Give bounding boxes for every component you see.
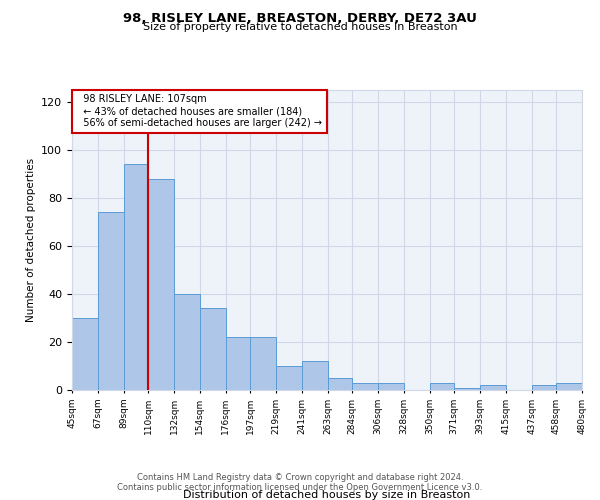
Bar bbox=[72, 318, 98, 390]
Bar bbox=[430, 383, 454, 390]
Bar bbox=[226, 337, 250, 390]
Bar bbox=[98, 212, 124, 390]
Bar bbox=[148, 179, 174, 390]
Bar bbox=[200, 308, 226, 390]
Text: Contains public sector information licensed under the Open Government Licence v3: Contains public sector information licen… bbox=[118, 484, 482, 492]
Bar bbox=[124, 164, 148, 390]
Y-axis label: Number of detached properties: Number of detached properties bbox=[26, 158, 35, 322]
Bar bbox=[276, 366, 302, 390]
Bar bbox=[532, 385, 556, 390]
Text: Size of property relative to detached houses in Breaston: Size of property relative to detached ho… bbox=[143, 22, 457, 32]
Bar bbox=[174, 294, 200, 390]
Bar bbox=[480, 385, 506, 390]
Bar bbox=[250, 337, 276, 390]
Text: Contains HM Land Registry data © Crown copyright and database right 2024.: Contains HM Land Registry data © Crown c… bbox=[137, 474, 463, 482]
Text: 98, RISLEY LANE, BREASTON, DERBY, DE72 3AU: 98, RISLEY LANE, BREASTON, DERBY, DE72 3… bbox=[123, 12, 477, 26]
Bar bbox=[378, 383, 404, 390]
X-axis label: Distribution of detached houses by size in Breaston: Distribution of detached houses by size … bbox=[184, 490, 470, 500]
Bar bbox=[454, 388, 480, 390]
Bar bbox=[352, 383, 378, 390]
Text: 98 RISLEY LANE: 107sqm
  ← 43% of detached houses are smaller (184)
  56% of sem: 98 RISLEY LANE: 107sqm ← 43% of detached… bbox=[77, 94, 322, 128]
Bar bbox=[556, 383, 582, 390]
Bar bbox=[302, 361, 328, 390]
Bar bbox=[328, 378, 352, 390]
